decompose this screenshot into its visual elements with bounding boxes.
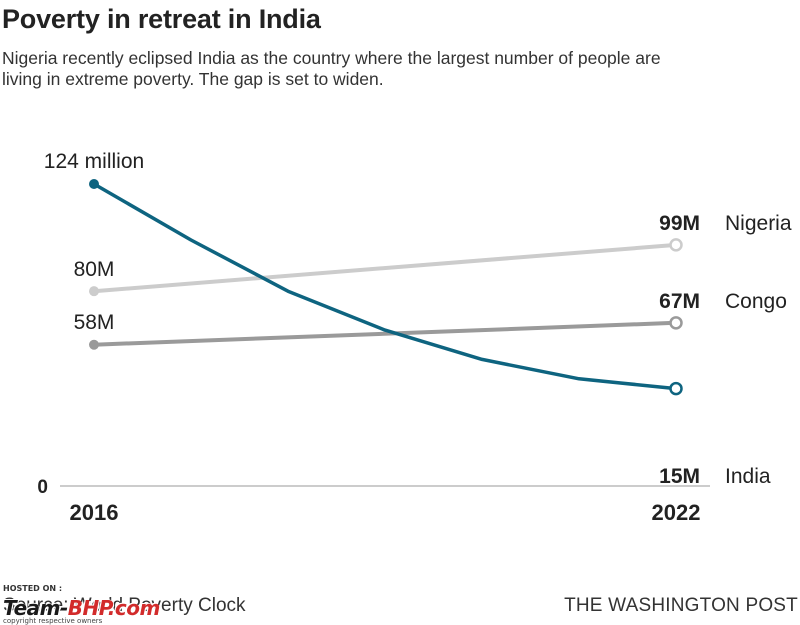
series-congo: 58M 67M Congo	[74, 290, 787, 350]
start-label-congo: 58M	[74, 311, 115, 334]
chart-subtitle: Nigeria recently eclipsed India as the c…	[2, 48, 661, 89]
end-label-india: 15M	[659, 465, 700, 488]
series-name-nigeria: Nigeria	[725, 212, 792, 235]
watermark-brand-right: BHP.com	[67, 596, 161, 620]
series-india: 124 million 15M India	[44, 150, 771, 488]
end-point-india	[669, 381, 683, 396]
watermark: HOSTED ON : Team-BHP.com copyright respe…	[3, 584, 203, 625]
x-tick-label-2016: 2016	[70, 500, 119, 525]
line-chart: 0 2016 2022 80M 99M Nigeria 58M 67M Cong…	[37, 150, 792, 525]
series-name-congo: Congo	[725, 290, 787, 313]
series-line-congo	[93, 320, 677, 347]
end-label-nigeria: 99M	[659, 212, 700, 235]
series-line-india	[93, 182, 677, 391]
start-label-india: 124 million	[44, 150, 144, 173]
watermark-logo: Team-BHP.com	[3, 596, 160, 620]
start-point-congo	[89, 339, 99, 350]
watermark-hosted-text: HOSTED ON :	[3, 584, 63, 593]
start-point-nigeria	[89, 286, 99, 297]
end-point-nigeria	[669, 238, 683, 252]
end-label-congo: 67M	[659, 290, 700, 313]
series-line-nigeria	[93, 242, 677, 294]
chart-source: Source: World Poverty Clock	[3, 595, 246, 616]
series-name-india: India	[725, 465, 771, 488]
x-tick-label-2022: 2022	[652, 500, 701, 525]
y-axis-zero-label: 0	[37, 477, 48, 498]
end-point-congo	[669, 316, 683, 330]
start-label-nigeria: 80M	[74, 258, 115, 281]
watermark-copyright: copyright respective owners	[3, 617, 103, 625]
watermark-brand-left: Team-	[3, 596, 68, 620]
publisher-credit: THE WASHINGTON POST	[564, 595, 798, 616]
start-point-india	[89, 179, 99, 189]
chart-title: Poverty in retreat in India	[2, 4, 321, 34]
series-nigeria: 80M 99M Nigeria	[74, 212, 792, 297]
